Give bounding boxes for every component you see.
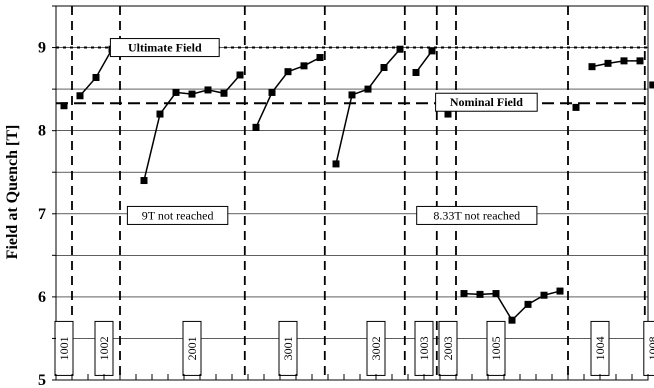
data-point [348, 91, 356, 99]
label-text: 9T not reached [142, 208, 214, 222]
magnet-label: 1005 [486, 320, 506, 376]
magnet-label: 3002 [366, 320, 386, 376]
data-point [649, 81, 654, 89]
magnet-label-box [643, 320, 654, 376]
data-point [396, 45, 404, 53]
magnet-label: 2001 [182, 320, 202, 376]
data-point [236, 71, 244, 79]
data-point [140, 177, 148, 185]
data-point [300, 62, 308, 70]
data-point [204, 86, 212, 94]
data-point [76, 92, 84, 100]
magnet-label-text: 2001 [185, 336, 199, 360]
data-point [604, 59, 612, 67]
data-point [412, 68, 420, 76]
y-tick-label: 7 [38, 206, 46, 223]
data-point [444, 110, 452, 118]
data-point [188, 90, 196, 98]
label-box [109, 38, 220, 58]
data-point [556, 287, 564, 295]
data-point [588, 63, 596, 71]
data-point [364, 85, 372, 93]
data-point [172, 88, 180, 96]
annotation-labels: Ultimate Field Nominal Field 9T not reache… [54, 38, 654, 376]
series-line [591, 60, 640, 68]
label-text: Nominal Field [450, 95, 523, 109]
data-point [636, 57, 644, 65]
data-point [316, 54, 324, 62]
annotation-9t-not-reached: 9T not reached [126, 205, 229, 225]
data-point [332, 160, 340, 168]
data-point [540, 291, 548, 299]
magnet-label-box [278, 320, 298, 376]
data-point [252, 123, 260, 131]
grid-lines [55, 5, 649, 381]
magnet-label-box [486, 320, 506, 376]
magnet-label: 1004 [590, 320, 610, 376]
data-point [460, 290, 468, 298]
magnet-label: 3001 [278, 320, 298, 376]
magnet-label-text: 3002 [369, 336, 383, 360]
y-tick-label: 9 [38, 40, 46, 57]
series-line [79, 48, 113, 97]
data-point [476, 290, 484, 298]
label-box [126, 205, 229, 225]
magnet-label-box [182, 320, 202, 376]
series-line [255, 56, 321, 128]
data-point [524, 300, 532, 308]
y-axis: 5 6 7 8 9 [38, 5, 649, 388]
plot-frame [55, 5, 649, 381]
data-point [156, 110, 164, 118]
series-line [415, 50, 433, 73]
data-point [60, 102, 68, 110]
label-text: Ultimate Field [128, 41, 202, 55]
magnet-label-text: 2003 [441, 336, 455, 360]
magnet-label-text: 1004 [593, 336, 607, 360]
data-point [620, 57, 628, 65]
data-point [220, 89, 228, 97]
label-box [416, 205, 538, 225]
data-point [284, 68, 292, 76]
magnet-label-text: 1001 [57, 336, 71, 360]
magnet-separator-lines [71, 6, 646, 380]
magnet-label: 1002 [94, 320, 114, 376]
magnet-label-text: 3001 [281, 336, 295, 360]
magnet-label: 1001 [54, 320, 74, 376]
annotation-833t-not-reached: 8.33T not reached [416, 205, 538, 225]
magnet-label-text: 1005 [489, 336, 503, 360]
data-point [268, 88, 276, 96]
magnet-label-text: 1002 [97, 336, 111, 360]
series-line [335, 48, 401, 165]
data-point [572, 103, 580, 111]
magnet-label-box [54, 320, 74, 376]
magnet-label: 1008 [643, 320, 654, 376]
magnet-label-text: 1008 [646, 336, 654, 360]
label-box [435, 92, 538, 112]
quench-series [60, 45, 654, 324]
magnet-label-box [438, 320, 458, 376]
data-point [380, 64, 388, 72]
magnet-label-text: 1003 [417, 336, 431, 360]
y-axis-title: Field at Quench [T] [4, 125, 21, 260]
nominal-field-label: Nominal Field [435, 92, 538, 112]
y-tick-label: 6 [38, 289, 46, 306]
y-tick-label: 5 [38, 372, 46, 388]
label-text: 8.33T not reached [433, 208, 520, 222]
y-tick-label: 8 [38, 123, 46, 140]
magnet-label: 1003 [414, 320, 434, 376]
magnet-label: 2003 [438, 320, 458, 376]
data-point [428, 47, 436, 55]
data-point [92, 73, 100, 81]
data-point [492, 290, 500, 298]
data-point [508, 316, 516, 324]
ultimate-field-label: Ultimate Field [109, 38, 220, 58]
